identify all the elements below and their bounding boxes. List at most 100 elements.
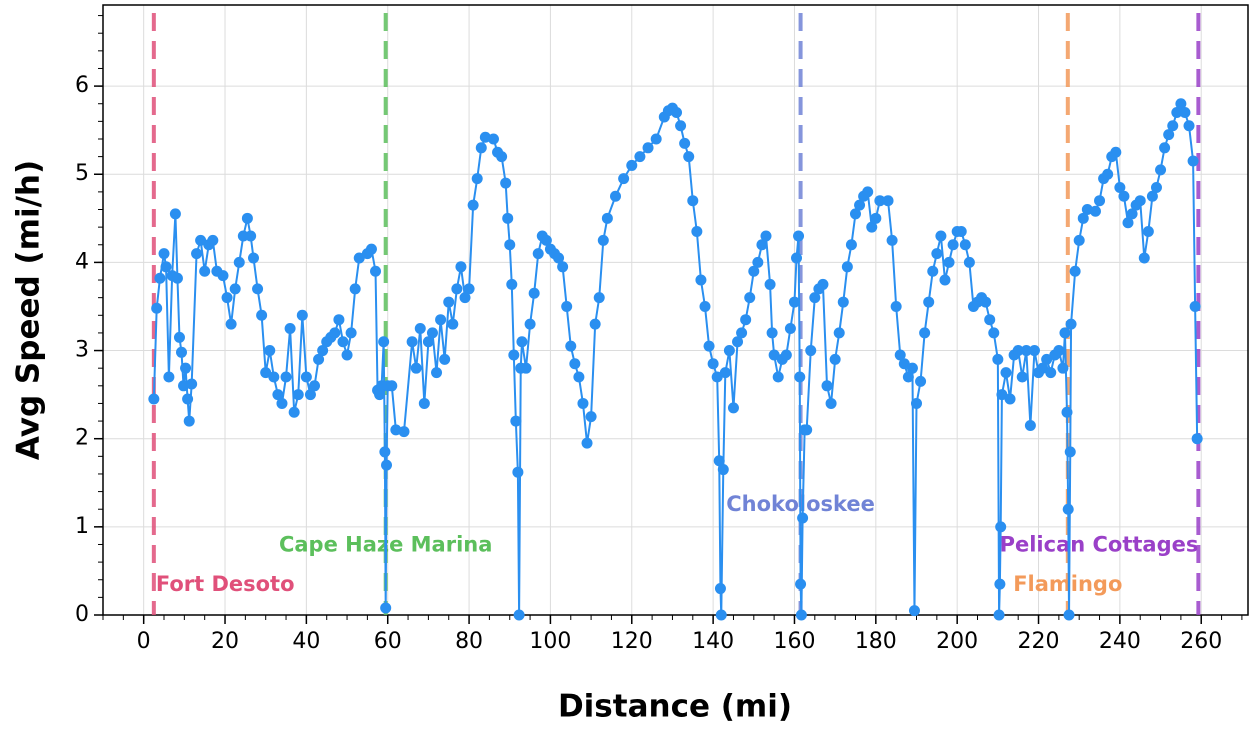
data-point: [732, 336, 744, 348]
data-point: [988, 327, 1000, 339]
data-point: [788, 296, 800, 308]
data-point: [296, 309, 308, 321]
data-point: [553, 252, 565, 264]
data-point: [532, 248, 544, 260]
data-point: [516, 336, 528, 348]
y-axis-title: Avg Speed (mi/h): [11, 160, 47, 460]
data-point: [1118, 190, 1130, 202]
data-point: [707, 358, 719, 370]
data-point: [148, 393, 160, 405]
data-point: [711, 371, 723, 383]
x-tick-label: 160: [773, 629, 815, 654]
y-tick-label: 0: [75, 602, 89, 627]
x-tick-label: 140: [692, 629, 734, 654]
x-tick-label: 220: [1018, 629, 1060, 654]
data-point: [882, 195, 894, 207]
data-point: [845, 239, 857, 251]
data-point: [528, 287, 540, 299]
data-point: [683, 151, 695, 163]
data-point: [1000, 367, 1012, 379]
data-point: [1189, 300, 1201, 312]
data-point: [1146, 190, 1158, 202]
data-point: [439, 353, 451, 365]
data-point: [727, 402, 739, 414]
data-point: [959, 239, 971, 251]
data-point: [581, 437, 593, 449]
data-point: [695, 274, 707, 286]
data-point: [1094, 195, 1106, 207]
data-point: [679, 137, 691, 149]
data-point: [854, 199, 866, 211]
data-point: [191, 248, 203, 260]
y-tick-label: 4: [75, 249, 89, 274]
data-point: [993, 609, 1005, 621]
data-point: [1126, 208, 1138, 220]
data-point: [687, 195, 699, 207]
data-point: [1065, 318, 1077, 330]
data-point: [890, 300, 902, 312]
data-point: [992, 353, 1004, 365]
data-point: [418, 397, 430, 409]
data-point: [309, 380, 321, 392]
data-point: [963, 256, 975, 268]
data-point: [207, 234, 219, 246]
data-point: [768, 349, 780, 361]
data-point: [1163, 129, 1175, 141]
data-point: [540, 234, 552, 246]
data-point: [984, 314, 996, 326]
data-point: [744, 292, 756, 304]
data-point: [345, 327, 357, 339]
data-point: [183, 415, 195, 427]
data-point: [524, 318, 536, 330]
data-point: [557, 261, 569, 273]
data-point: [304, 389, 316, 401]
data-point: [1191, 433, 1203, 445]
data-point: [341, 349, 353, 361]
data-point: [794, 371, 806, 383]
data-point: [1041, 353, 1053, 365]
data-point: [894, 349, 906, 361]
data-point: [1134, 195, 1146, 207]
x-axis-title: Distance (mi): [558, 689, 792, 725]
data-point: [898, 358, 910, 370]
data-point: [908, 605, 920, 617]
data-point: [766, 327, 778, 339]
data-point: [935, 230, 947, 242]
data-point: [520, 362, 532, 374]
y-tick-label: 1: [75, 514, 89, 539]
data-point: [995, 521, 1007, 533]
data-point: [510, 415, 522, 427]
data-point: [414, 323, 426, 335]
data-point: [748, 265, 760, 277]
data-point: [199, 265, 211, 277]
data-point: [217, 270, 229, 282]
data-point: [805, 345, 817, 357]
data-point: [760, 230, 772, 242]
data-point: [795, 609, 807, 621]
data-point: [374, 389, 386, 401]
data-point: [1053, 345, 1065, 357]
data-point: [577, 397, 589, 409]
data-point: [504, 239, 516, 251]
data-point: [565, 340, 577, 352]
x-tick-label: 240: [1099, 629, 1141, 654]
data-point: [410, 362, 422, 374]
data-point: [1028, 345, 1040, 357]
data-point: [947, 239, 959, 251]
y-tick-label: 2: [75, 426, 89, 451]
data-point: [337, 336, 349, 348]
data-point: [1183, 120, 1195, 132]
data-point: [793, 230, 805, 242]
data-point: [837, 296, 849, 308]
data-point: [1077, 212, 1089, 224]
data-point: [431, 367, 443, 379]
data-point: [862, 186, 874, 198]
data-point: [406, 336, 418, 348]
data-point: [772, 371, 784, 383]
data-point: [467, 199, 479, 211]
data-point: [160, 261, 172, 273]
x-tick-label: 100: [529, 629, 571, 654]
data-point: [245, 230, 257, 242]
data-point: [650, 133, 662, 145]
data-point: [699, 300, 711, 312]
